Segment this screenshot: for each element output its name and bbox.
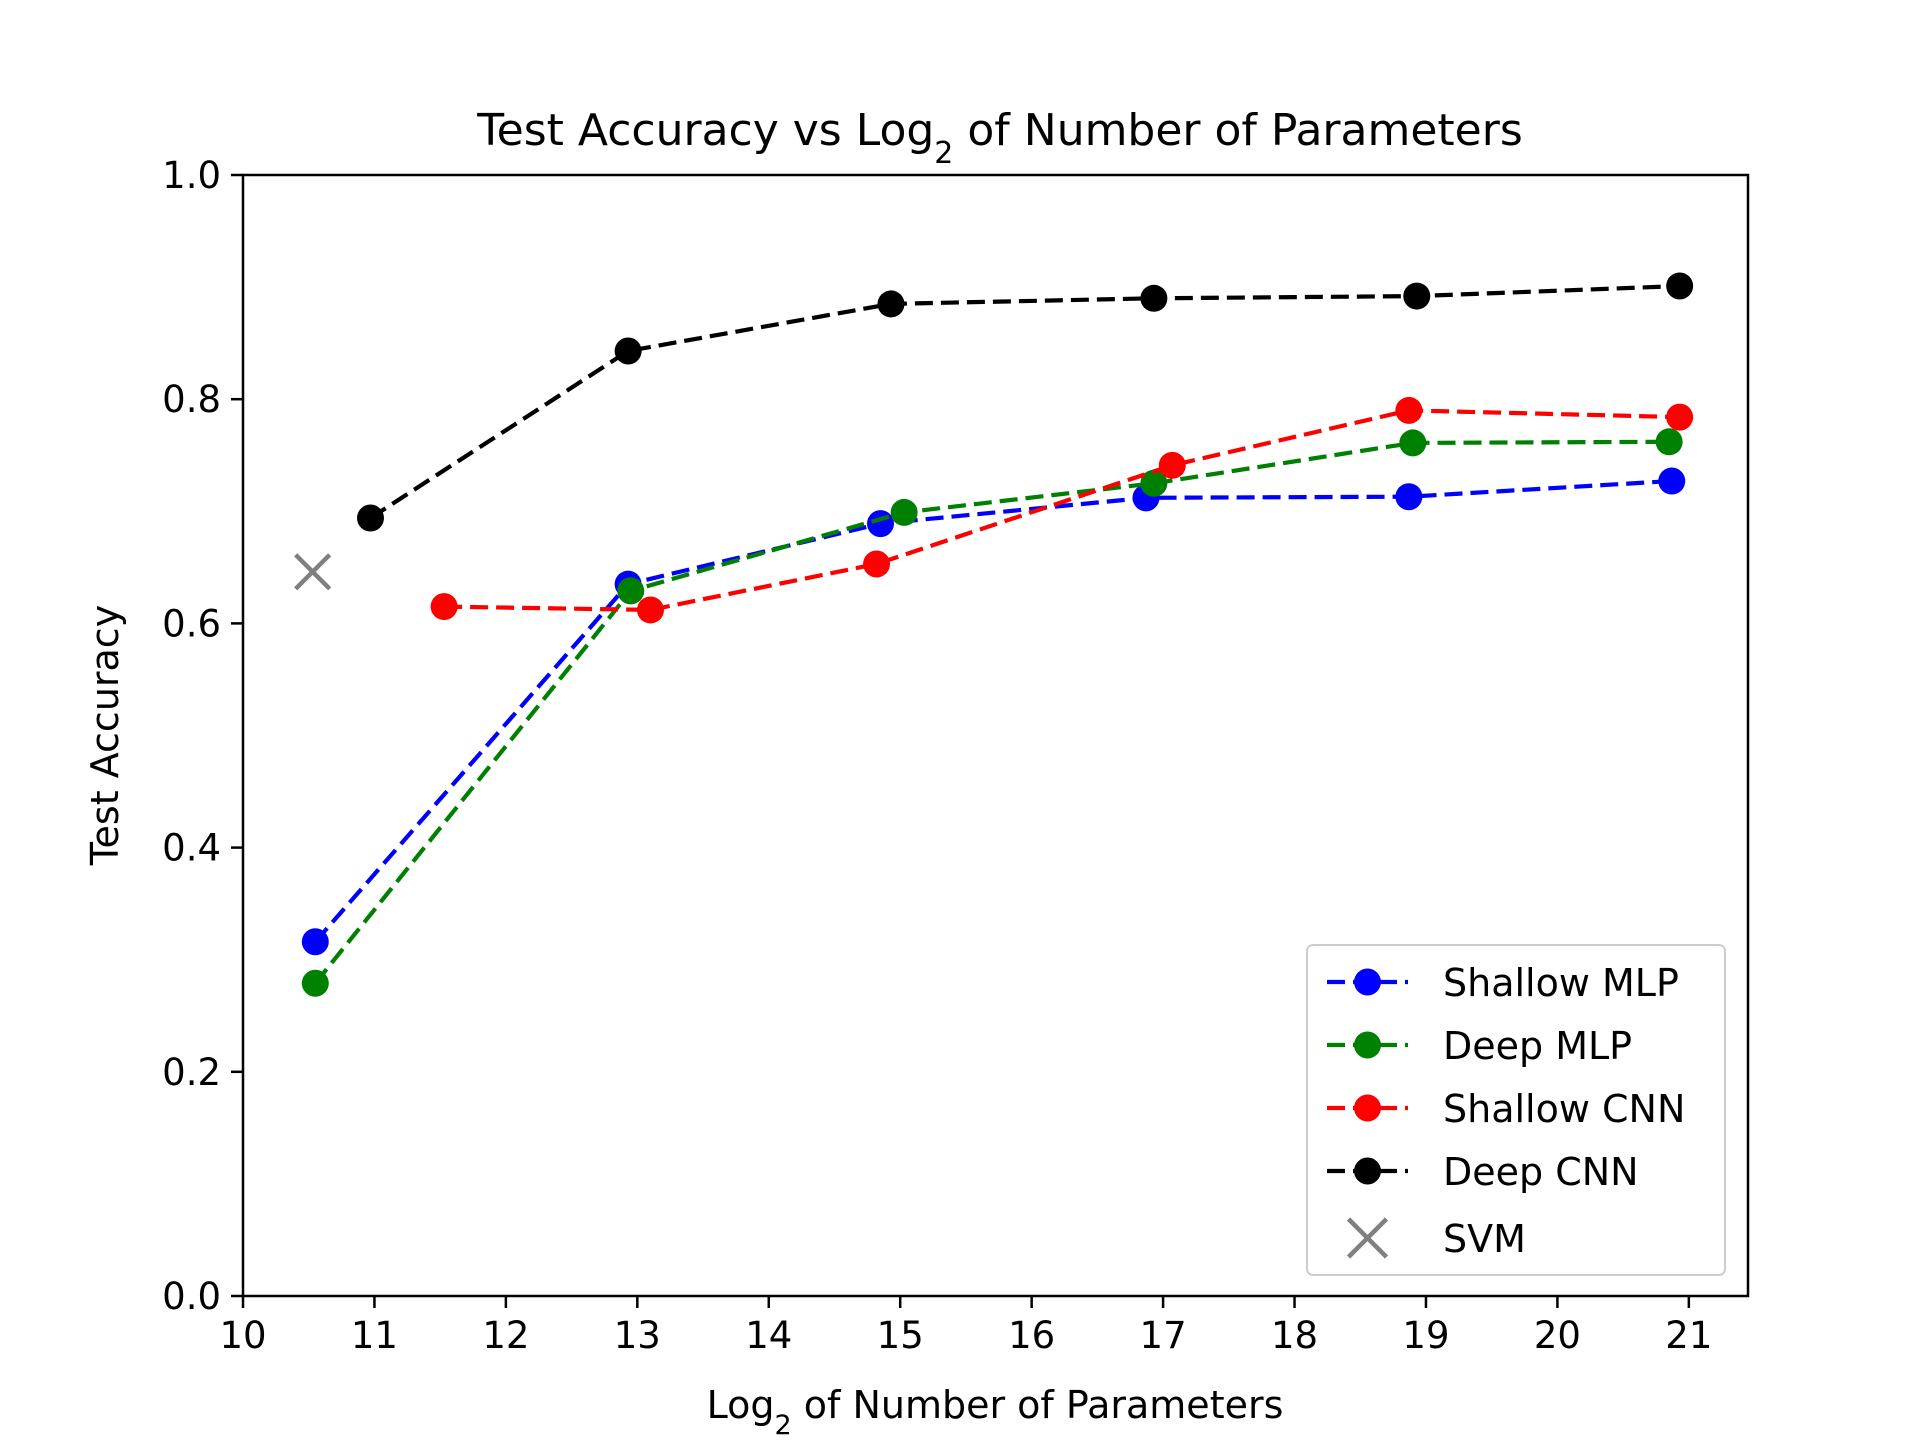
data-point-deep-cnn xyxy=(1666,272,1694,300)
data-point-deep-mlp xyxy=(301,969,329,997)
legend-item-shallow-mlp: Shallow MLP xyxy=(1327,961,1679,1005)
legend-item-shallow-cnn: Shallow CNN xyxy=(1327,1087,1685,1131)
x-tick-label: 21 xyxy=(1665,1314,1712,1357)
legend-label: Deep MLP xyxy=(1443,1024,1632,1068)
data-point-shallow-mlp xyxy=(1395,483,1423,511)
x-tick-label: 14 xyxy=(745,1314,792,1357)
chart-title: Test Accuracy vs Log2 of Number of Param… xyxy=(476,105,1523,171)
data-point-shallow-cnn xyxy=(1666,403,1694,431)
legend-marker xyxy=(1354,1094,1381,1122)
x-tick-label: 17 xyxy=(1140,1314,1187,1357)
x-tick-label: 11 xyxy=(351,1314,398,1357)
series-deep-cnn xyxy=(356,272,1694,532)
series-deep-mlp xyxy=(301,428,1683,997)
data-point-shallow-mlp xyxy=(866,510,894,538)
legend-label: Deep CNN xyxy=(1443,1150,1639,1194)
data-point-deep-cnn xyxy=(356,504,384,532)
data-point-deep-mlp xyxy=(1655,428,1683,456)
series-line-shallow-mlp xyxy=(313,478,1672,944)
y-tick-label: 0.0 xyxy=(162,1275,221,1318)
x-axis-ticks: 10 11 12 13 14 15 16 17 18 19 20 21 xyxy=(219,1296,1712,1357)
x-tick-label: 12 xyxy=(482,1314,529,1357)
data-point-shallow-mlp xyxy=(1658,467,1686,495)
data-point-deep-cnn xyxy=(877,290,905,318)
x-tick-label: 13 xyxy=(614,1314,661,1357)
x-tick-label: 16 xyxy=(1008,1314,1055,1357)
legend-marker xyxy=(1346,1217,1389,1259)
data-point-svm xyxy=(294,553,332,591)
legend: Shallow MLP Deep MLP Shallow CNN Deep CNN SV… xyxy=(1306,944,1726,1276)
x-tick-label: 10 xyxy=(219,1314,266,1357)
data-point-shallow-cnn xyxy=(1158,451,1186,479)
x-axis-label: Log2 of Number of Parameters xyxy=(707,1383,1284,1440)
data-point-deep-cnn xyxy=(1403,282,1431,310)
plot-frame xyxy=(241,173,1750,1298)
legend-item-deep-cnn: Deep CNN xyxy=(1327,1150,1639,1194)
legend-marker xyxy=(1354,1157,1381,1185)
legend-label: Shallow CNN xyxy=(1443,1087,1685,1131)
data-point-shallow-mlp xyxy=(301,928,329,956)
legend-marker xyxy=(1354,968,1381,996)
x-tick-label: 20 xyxy=(1534,1314,1581,1357)
data-point-deep-cnn xyxy=(1140,284,1168,312)
y-axis-label: Test Accuracy xyxy=(83,605,127,866)
legend-label: SVM xyxy=(1443,1217,1526,1261)
legend-label: Shallow MLP xyxy=(1443,961,1679,1005)
data-point-shallow-cnn xyxy=(430,593,458,621)
legend-item-deep-mlp: Deep MLP xyxy=(1327,1024,1632,1068)
legend-frame xyxy=(1306,944,1726,1276)
data-point-deep-mlp xyxy=(1399,429,1427,457)
y-tick-label: 0.2 xyxy=(162,1051,221,1094)
series-line-deep-mlp xyxy=(313,439,1670,985)
data-point-deep-cnn xyxy=(614,337,642,365)
series-shallow-cnn xyxy=(430,396,1694,624)
data-point-deep-mlp xyxy=(890,498,918,526)
series-layer xyxy=(294,272,1694,997)
x-tick-label: 19 xyxy=(1402,1314,1449,1357)
data-point-deep-mlp xyxy=(617,577,645,605)
data-point-shallow-cnn xyxy=(636,596,664,624)
data-point-deep-mlp xyxy=(1140,469,1168,497)
y-axis-ticks: 0.0 0.2 0.4 0.6 0.8 1.0 xyxy=(162,154,243,1318)
series-line-shallow-cnn xyxy=(444,408,1680,613)
y-tick-label: 0.6 xyxy=(162,602,221,645)
y-tick-label: 0.4 xyxy=(162,827,221,870)
y-tick-label: 0.8 xyxy=(162,378,221,421)
x-tick-label: 18 xyxy=(1271,1314,1318,1357)
x-tick-label: 15 xyxy=(877,1314,924,1357)
y-tick-label: 1.0 xyxy=(162,154,221,197)
legend-marker xyxy=(1354,1031,1381,1059)
series-svm xyxy=(294,553,332,591)
legend-item-svm: SVM xyxy=(1346,1217,1526,1261)
data-point-shallow-cnn xyxy=(1395,396,1423,424)
data-point-shallow-cnn xyxy=(863,550,891,578)
series-line-deep-cnn xyxy=(369,283,1680,520)
legend-items: Shallow MLP Deep MLP Shallow CNN Deep CNN SV… xyxy=(1327,961,1685,1261)
